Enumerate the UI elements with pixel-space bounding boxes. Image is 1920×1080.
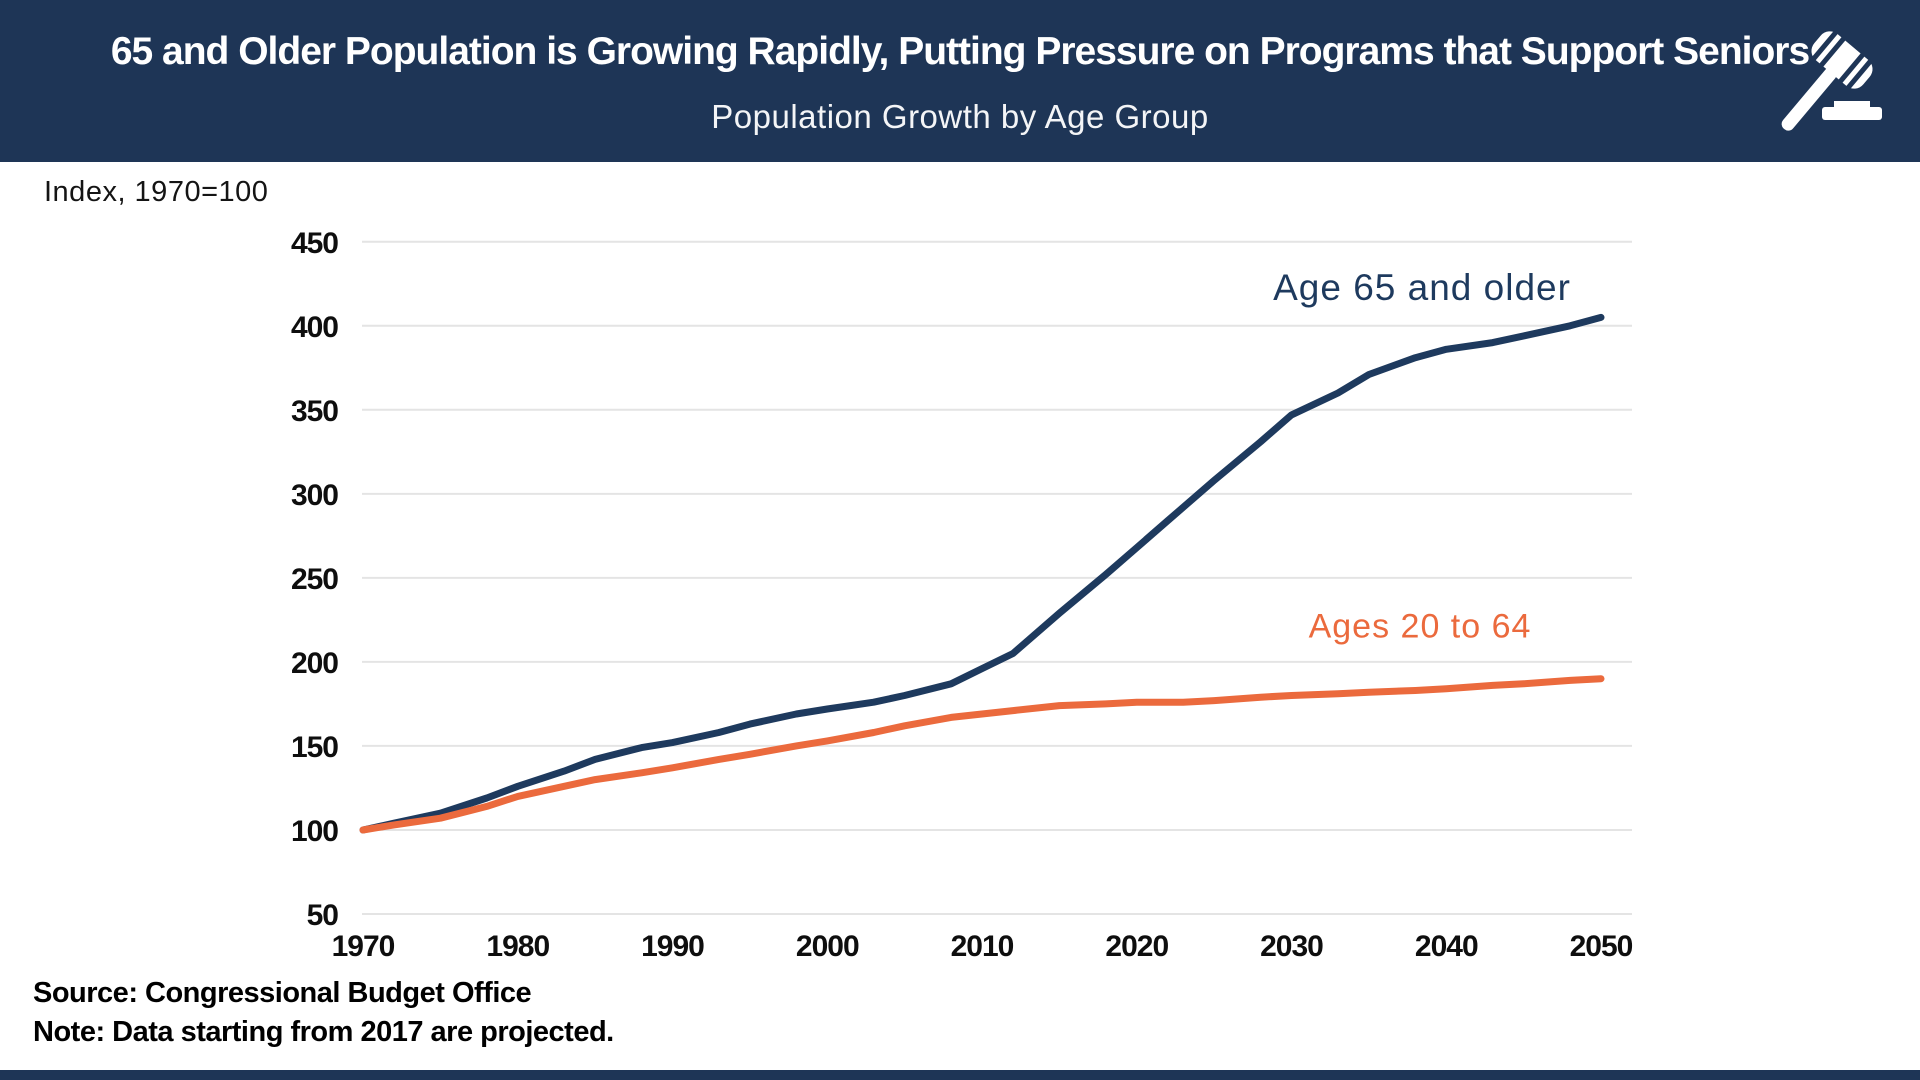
series-label-ages-20-to-64: Ages 20 to 64: [1308, 607, 1532, 646]
y-tick-label: 450: [291, 227, 338, 260]
x-tick-label: 2050: [1570, 930, 1633, 963]
axis-index-note: Index, 1970=100: [44, 176, 269, 208]
x-tick-label: 2030: [1260, 930, 1323, 963]
series-label-age-65-and-older: Age 65 and older: [1273, 267, 1571, 308]
y-tick-label: 150: [291, 731, 338, 764]
series-line: [359, 675, 1605, 834]
y-tick-label: 250: [291, 563, 338, 596]
footer-bar: [0, 1070, 1920, 1080]
y-tick-label: 50: [307, 899, 339, 932]
y-tick-label: 350: [291, 395, 338, 428]
y-tick-label: 400: [291, 311, 338, 344]
page-title: 65 and Older Population is Growing Rapid…: [110, 30, 1810, 73]
x-tick-label: 2040: [1415, 930, 1478, 963]
chart-plot: 50 100 150 200 250 300 350 400 450 1970 1980 1990 20…: [291, 227, 1634, 963]
series-line: [359, 313, 1605, 834]
x-tick-label: 2000: [796, 930, 859, 963]
source-note-block: Source: Congressional Budget Office Note…: [33, 974, 614, 1052]
x-tick-label: 1980: [486, 930, 549, 963]
x-tick-label: 2020: [1105, 930, 1168, 963]
note-text: Note: Data starting from 2017 are projec…: [33, 1016, 614, 1048]
source-text: Source: Congressional Budget Office: [33, 977, 532, 1009]
header-bar: 65 and Older Population is Growing Rapid…: [0, 0, 1920, 162]
y-tick-label: 200: [291, 647, 338, 680]
page-subtitle: Population Growth by Age Group: [711, 98, 1209, 135]
x-tick-label: 1990: [641, 930, 704, 963]
x-tick-label: 1970: [332, 930, 395, 963]
y-tick-label: 300: [291, 479, 338, 512]
x-tick-label: 2010: [951, 930, 1014, 963]
y-tick-label: 100: [291, 815, 338, 848]
gavel-icon: [1781, 27, 1882, 131]
